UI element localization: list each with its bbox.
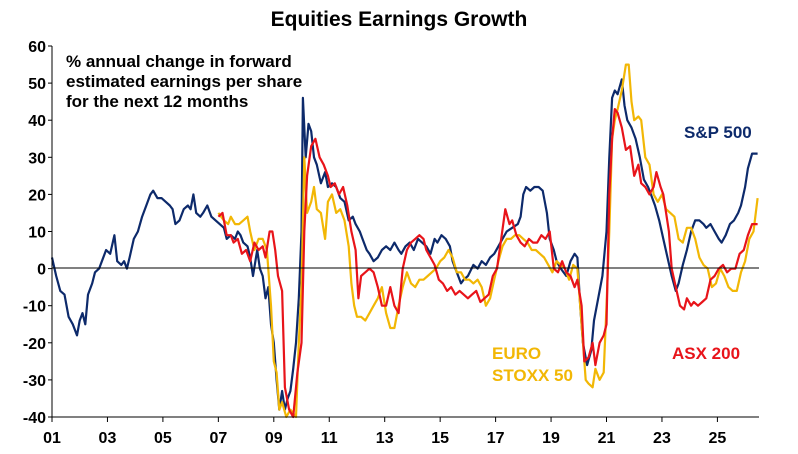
series-line-asx-200	[217, 107, 758, 419]
x-tick-label: 13	[376, 430, 394, 447]
x-tick-label: 09	[265, 430, 283, 447]
y-tick-label: -10	[23, 299, 46, 316]
x-tick-label: 11	[321, 430, 338, 447]
series-label-eurostoxx-line-2: STOXX 50	[492, 366, 573, 385]
series-line-euro-stoxx-50	[217, 63, 759, 419]
series-label-sp500: S&P 500	[684, 123, 752, 142]
axes-lines	[51, 46, 759, 418]
x-tick-label: 05	[154, 430, 172, 447]
y-tick-label: -20	[23, 336, 46, 353]
y-tick-label: 60	[28, 39, 46, 56]
x-tick-label: 17	[487, 430, 505, 447]
y-tick-label: -40	[23, 410, 46, 427]
series-group	[50, 63, 759, 419]
x-tick-label: 21	[598, 430, 616, 447]
x-tick-label: 23	[653, 430, 671, 447]
series-label-asx200: ASX 200	[672, 344, 740, 363]
y-tick-label: 0	[37, 262, 46, 279]
y-tick-label: 50	[28, 76, 46, 93]
series-labels: S&P 500 EURO STOXX 50 ASX 200	[492, 123, 752, 385]
y-tick-label: 10	[28, 225, 46, 242]
annotation-line-1: % annual change in forward	[66, 52, 292, 71]
annotation-text: % annual change in forward estimated ear…	[66, 52, 302, 111]
x-axis: 01 03 05 07 09 11 13 15 17 19 21 23 25	[43, 417, 726, 447]
x-tick-label: 07	[209, 430, 227, 447]
x-tick-label: 01	[43, 430, 61, 447]
x-tick-label: 15	[431, 430, 449, 447]
x-tick-label: 19	[542, 430, 560, 447]
y-tick-label: -30	[23, 373, 46, 390]
y-axis: 60 50 40 30 20 10 0 -10 -20 -30 -40	[23, 39, 52, 427]
annotation-line-3: for the next 12 months	[66, 92, 248, 111]
chart-title: Equities Earnings Growth	[271, 8, 528, 31]
x-tick-label: 25	[709, 430, 727, 447]
series-label-eurostoxx-line-1: EURO	[492, 344, 541, 363]
y-tick-label: 40	[28, 113, 46, 130]
y-tick-label: 20	[28, 187, 46, 204]
annotation-line-2: estimated earnings per share	[66, 72, 302, 91]
series-line-s-p-500	[50, 78, 758, 411]
y-tick-label: 30	[28, 150, 46, 167]
x-tick-label: 03	[99, 430, 117, 447]
